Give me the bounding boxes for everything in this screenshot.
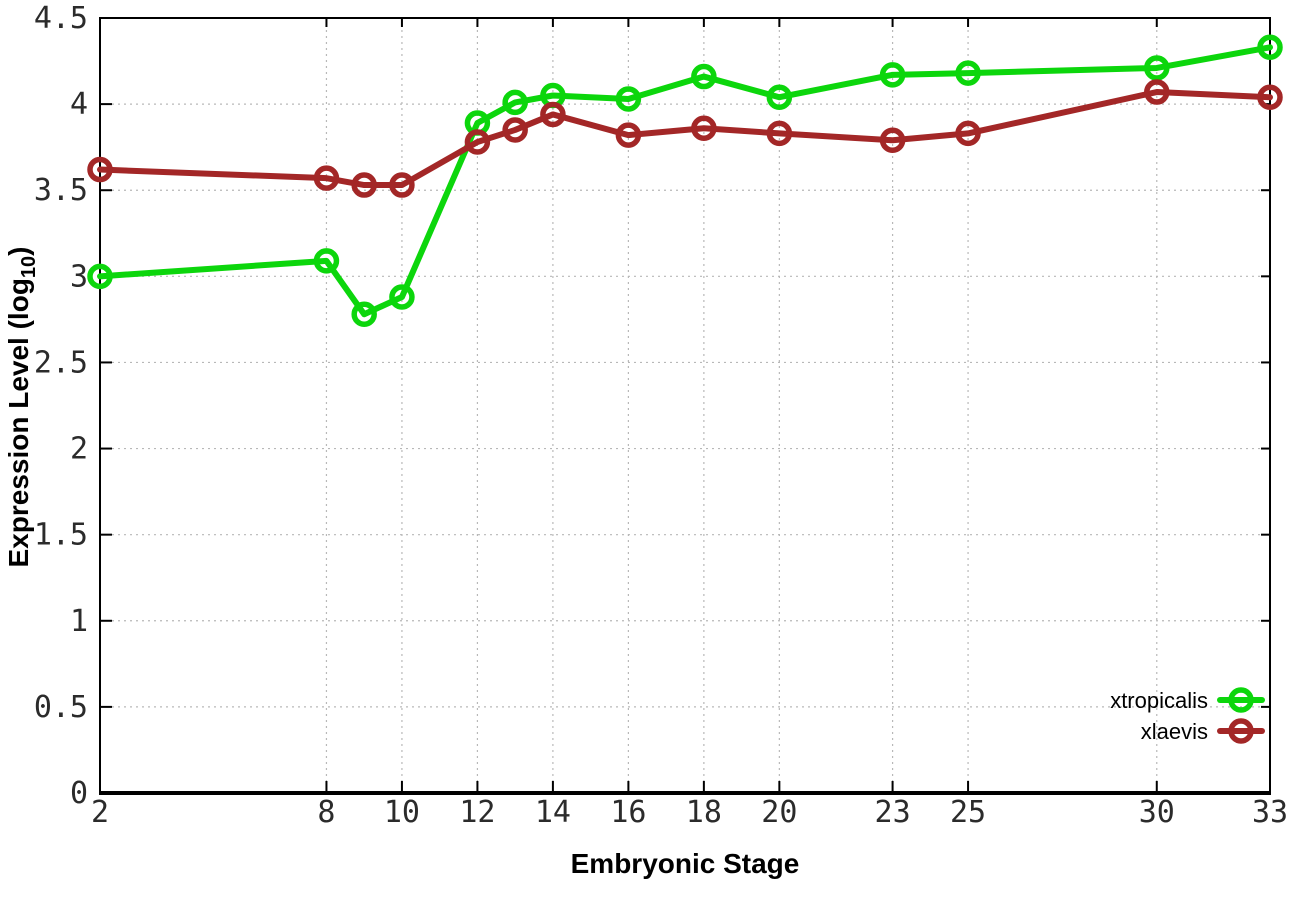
y-tick-label: 1.5 [34,518,88,553]
x-tick-label: 2 [91,795,109,830]
y-tick-label: 2 [70,432,88,467]
y-tick-label: 4 [70,87,88,122]
legend-marker-icon-xlaevis [1228,718,1254,744]
legend: xtropicalis xlaevis [1110,687,1265,744]
y-tick-label: 1 [70,604,88,639]
x-tick-label: 14 [535,795,571,830]
series-xtropicalis [87,34,1283,327]
y-tick-label: 4.5 [34,1,88,36]
x-tick-label: 23 [875,795,911,830]
data-point-marker-xlaevis [1144,79,1170,105]
x-tick-label: 33 [1252,795,1288,830]
data-point-marker-xtropicalis [1144,55,1170,81]
data-point-marker-xtropicalis [879,62,906,88]
y-tick-label: 3 [70,259,88,294]
x-tick-label: 8 [317,795,335,830]
x-tick-label: 25 [950,795,986,830]
y-axis-title-close: ) [3,246,34,256]
legend-label-xlaevis: xlaevis [1141,719,1208,744]
data-point-marker-xtropicalis [87,263,113,290]
y-axis-title: Expression Level (log10) [3,17,41,797]
data-point-marker-xlaevis [766,120,793,147]
legend-entry-xtropicalis: xtropicalis [1110,687,1265,713]
data-point-marker-xlaevis [540,101,566,128]
data-point-marker-xlaevis [389,172,415,198]
legend-label-xtropicalis: xtropicalis [1110,688,1208,713]
data-point-marker-xlaevis [615,122,642,148]
y-tick-label: 2.5 [34,345,88,380]
x-tick-label: 30 [1139,795,1175,830]
data-point-marker-xlaevis [502,117,528,143]
y-axis-title-subscript: 10 [18,255,40,279]
legend-marker-icon-xtropicalis [1228,687,1254,713]
data-point-marker-xtropicalis [389,284,415,310]
x-tick-label: 16 [610,795,646,830]
data-point-marker-xlaevis [464,129,491,155]
data-point-marker-xlaevis [879,127,906,154]
data-point-marker-xtropicalis [1257,34,1283,61]
x-tick-label: 12 [459,795,495,830]
x-axis-title: Embryonic Stage [570,848,800,879]
x-tick-label: 18 [686,795,722,830]
y-tick-label: 0 [70,776,88,811]
data-point-marker-xlaevis [691,115,717,141]
data-point-marker-xtropicalis [955,60,981,86]
series-line-xlaevis [97,89,1273,189]
plot-border [99,17,1271,794]
series-line-xtropicalis [97,44,1273,318]
x-tick-label: 10 [384,795,420,830]
data-point-marker-xlaevis [1257,84,1283,110]
data-point-marker-xtropicalis [313,248,340,274]
data-point-marker-xlaevis [87,156,113,183]
data-point-marker-xlaevis [313,165,340,191]
y-tick-label: 0.5 [34,690,88,725]
data-point-marker-xtropicalis [766,84,793,110]
series-xlaevis [87,79,1283,198]
data-point-marker-xlaevis [351,172,377,198]
x-tick-label: 20 [761,795,797,830]
data-point-marker-xtropicalis [615,86,642,112]
y-tick-label: 3.5 [34,173,88,208]
data-point-marker-xtropicalis [502,89,528,116]
data-point-marker-xlaevis [955,120,981,147]
legend-entry-xlaevis: xlaevis [1141,718,1265,744]
data-point-marker-xtropicalis [351,301,377,327]
data-point-marker-xtropicalis [691,63,717,90]
y-axis-title-text: Expression Level (log [3,278,34,568]
